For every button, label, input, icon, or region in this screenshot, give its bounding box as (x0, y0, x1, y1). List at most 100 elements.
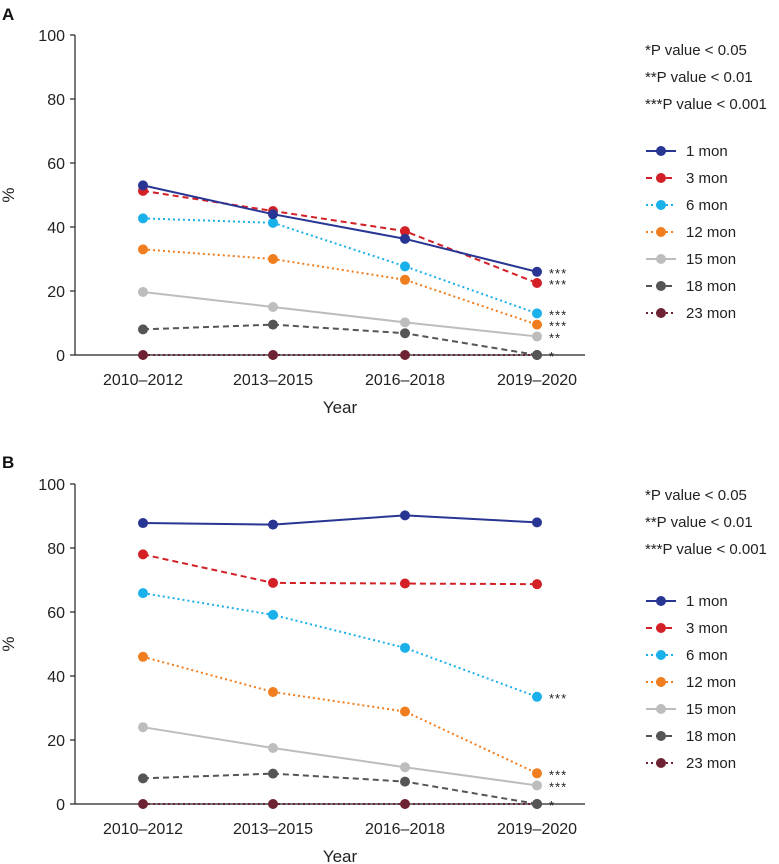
data-point-12-mon (268, 687, 278, 697)
legend-swatch-marker (656, 758, 666, 768)
data-point-15-mon (268, 302, 278, 312)
y-tick-label: 60 (47, 605, 65, 622)
data-point-23-mon (400, 350, 410, 360)
data-point-18-mon (532, 350, 542, 360)
legend-label: 23 mon (686, 755, 736, 772)
data-point-3-mon (400, 226, 410, 237)
data-point-12-mon (138, 651, 148, 662)
significance-marker: * (549, 798, 555, 813)
legend-swatch-marker (656, 650, 666, 660)
legend-swatch-marker (656, 308, 666, 318)
data-point-23-mon (138, 350, 148, 360)
significance-marker: *** (549, 277, 567, 292)
y-axis-title: % (0, 187, 18, 202)
legend-label: 18 mon (686, 278, 736, 295)
panel-a: A 0 20 40 60 80 100 2010–2012 2013–2015 2016–2018… (0, 5, 767, 417)
x-tick-label: 2016–2018 (365, 821, 445, 838)
legend-swatch-marker (656, 254, 666, 264)
significance-marker: *** (549, 691, 567, 706)
data-point-15-mon (400, 762, 410, 773)
data-point-1-mon (400, 510, 410, 521)
y-tick-label: 100 (38, 477, 65, 494)
series-line-1-mon (142, 184, 538, 273)
legend-label: 15 mon (686, 251, 736, 268)
panel-b: B 0 20 40 60 80 100 2010–2012 2013–2015 2016–2018… (0, 453, 767, 864)
data-point-18-mon (400, 328, 410, 339)
data-point-15-mon (138, 722, 148, 733)
data-point-18-mon (268, 319, 278, 330)
data-point-15-mon (138, 286, 148, 297)
legend-label: 15 mon (686, 701, 736, 718)
data-point-15-mon (400, 317, 410, 328)
legend-label: 12 mon (686, 224, 736, 241)
p-value-note: **P value < 0.01 (645, 514, 753, 531)
legend-swatch-marker (656, 704, 666, 714)
legend-label: 12 mon (686, 674, 736, 691)
series-line-3-mon (142, 189, 538, 284)
panel-label: A (2, 5, 14, 24)
legend-swatch-marker (656, 173, 666, 183)
legend-swatch-marker (656, 200, 666, 210)
legend-label: 23 mon (686, 305, 736, 322)
x-axis-title: Year (323, 847, 358, 864)
data-point-1-mon (400, 233, 410, 244)
data-point-12-mon (532, 768, 542, 779)
data-point-18-mon (138, 324, 148, 335)
data-point-6-mon (400, 642, 410, 653)
significance-marker: ** (549, 330, 561, 345)
x-tick-label: 2010–2012 (103, 372, 183, 389)
series-line-6-mon (142, 217, 538, 315)
p-value-note: ***P value < 0.001 (645, 96, 767, 113)
data-point-6-mon (138, 213, 148, 224)
series-line-3-mon (142, 553, 538, 586)
x-tick-label: 2013–2015 (233, 821, 313, 838)
data-point-6-mon (532, 691, 542, 702)
x-tick-label: 2010–2012 (103, 821, 183, 838)
series-line-1-mon (142, 514, 538, 526)
series-line-15-mon (142, 726, 538, 787)
y-axis-title: % (0, 636, 18, 651)
data-point-3-mon (138, 549, 148, 560)
p-value-note: ***P value < 0.001 (645, 541, 767, 558)
data-point-1-mon (268, 209, 278, 220)
y-tick-label: 20 (47, 284, 65, 301)
data-point-15-mon (268, 743, 278, 753)
y-tick-label: 80 (47, 92, 65, 109)
series-line-12-mon (142, 655, 538, 775)
legend-swatch-marker (656, 731, 666, 741)
data-point-6-mon (532, 308, 542, 319)
y-tick-label: 40 (47, 220, 65, 237)
legend-label: 18 mon (686, 728, 736, 745)
data-point-12-mon (400, 706, 410, 717)
data-point-15-mon (532, 331, 542, 342)
data-point-6-mon (268, 609, 278, 620)
panel-label: B (2, 453, 14, 472)
legend-swatch-marker (656, 146, 666, 156)
data-point-1-mon (138, 518, 148, 529)
p-value-note: *P value < 0.05 (645, 42, 747, 59)
data-point-18-mon (138, 773, 148, 784)
data-point-23-mon (138, 799, 148, 809)
significance-marker: *** (549, 767, 567, 782)
data-point-12-mon (268, 254, 278, 264)
y-tick-label: 100 (38, 28, 65, 45)
data-point-18-mon (532, 799, 542, 809)
x-tick-label: 2019–2020 (497, 821, 577, 838)
data-point-1-mon (532, 266, 542, 277)
legend-swatch-marker (656, 227, 666, 237)
significance-marker: * (549, 349, 555, 364)
legend-label: 6 mon (686, 647, 728, 664)
y-tick-label: 0 (56, 348, 65, 365)
data-point-6-mon (268, 217, 278, 228)
data-point-3-mon (400, 578, 410, 589)
data-point-3-mon (532, 579, 542, 590)
series-line-15-mon (142, 290, 538, 338)
y-tick-label: 20 (47, 733, 65, 750)
p-value-note: **P value < 0.01 (645, 69, 753, 86)
x-tick-label: 2013–2015 (233, 372, 313, 389)
p-value-note: *P value < 0.05 (645, 487, 747, 504)
data-point-23-mon (400, 799, 410, 809)
data-point-23-mon (268, 350, 278, 360)
data-point-23-mon (268, 799, 278, 809)
